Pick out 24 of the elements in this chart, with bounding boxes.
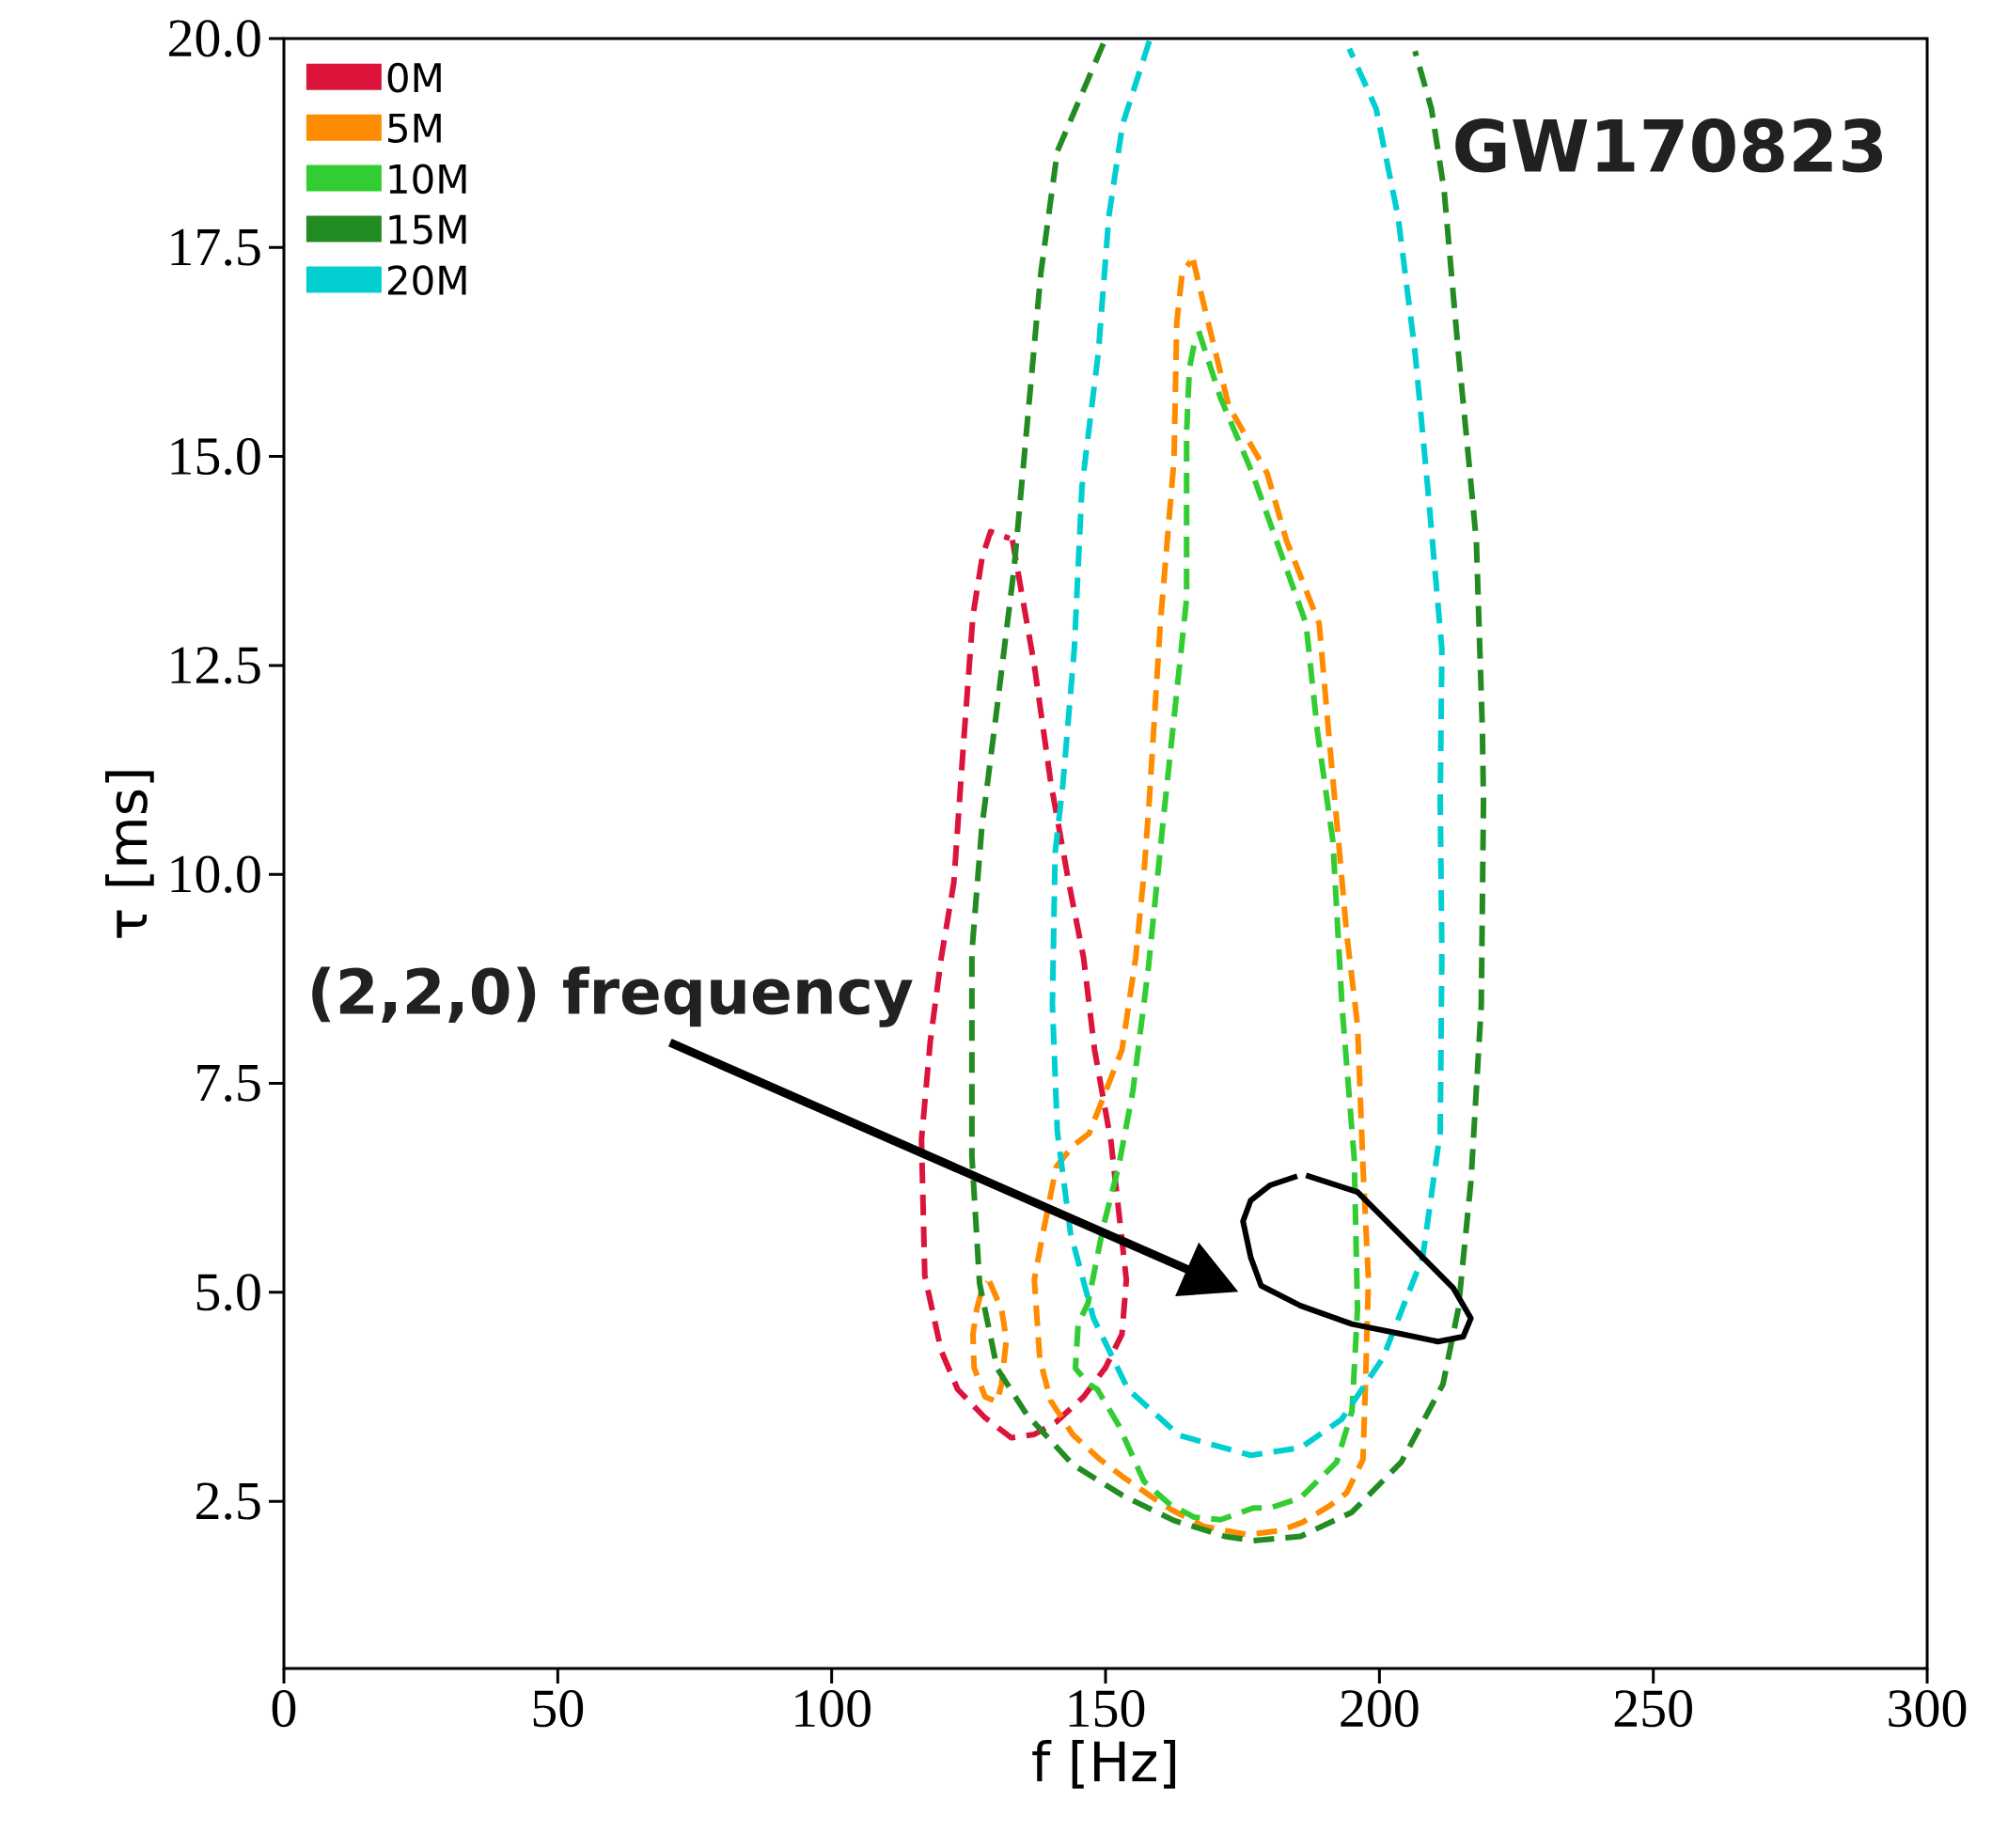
y-tick-label: 12.5 — [171, 647, 260, 684]
x-tick-label: 150 — [1069, 1690, 1145, 1728]
y-tick-label: 10.0 — [171, 855, 260, 893]
x-tick-label: 250 — [1614, 1690, 1692, 1728]
y-axis-title: τ [ms] — [104, 771, 154, 938]
annotation: (2,2,0) frequency — [312, 966, 913, 1027]
legend-label: 5M — [388, 113, 441, 144]
x-tick-label: 200 — [1341, 1690, 1419, 1728]
x-tick-label: 100 — [795, 1690, 871, 1728]
x-tick-label: 300 — [1889, 1690, 1967, 1728]
y-tick-label: 2.5 — [196, 1482, 260, 1520]
y-tick-label: 20.0 — [168, 20, 260, 57]
y-tick-label: 7.5 — [197, 1065, 260, 1102]
y-tick-label: 17.5 — [171, 228, 260, 266]
x-tick-label: 50 — [533, 1690, 584, 1728]
y-tick-label: 15.0 — [171, 437, 260, 476]
legend-label: 15M — [389, 214, 466, 244]
legend-label: 10M — [389, 164, 466, 195]
annotation: GW170823 — [1455, 118, 1883, 173]
y-tick-label: 5.0 — [196, 1274, 260, 1311]
x-axis-title: f [Hz] — [1032, 1739, 1176, 1789]
legend-label: 0M — [387, 62, 441, 93]
x-tick-label: 0 — [272, 1690, 296, 1728]
legend-label: 20M — [387, 265, 466, 296]
